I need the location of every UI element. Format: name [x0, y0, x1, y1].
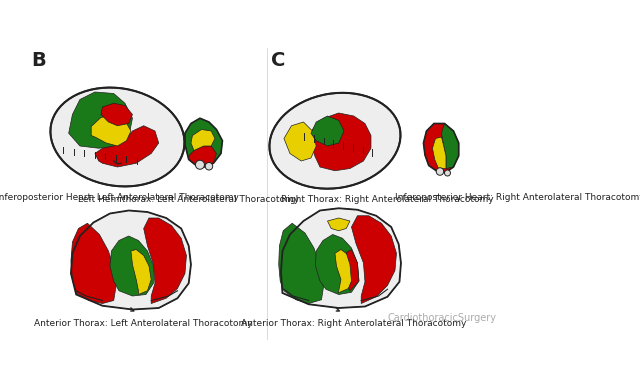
Text: Anterior Thorax: Left Anterolateral Thoracotomy: Anterior Thorax: Left Anterolateral Thor… — [35, 319, 253, 328]
Text: Inferoposterior Heart: Right Anterolateral Thoracotomy: Inferoposterior Heart: Right Anterolater… — [395, 193, 640, 202]
Text: Inferoposterior Heart: Left Anterolateral Thoracotomy: Inferoposterior Heart: Left Anterolatera… — [0, 193, 239, 202]
Circle shape — [436, 168, 444, 175]
Circle shape — [195, 160, 204, 169]
Polygon shape — [71, 223, 116, 303]
Polygon shape — [433, 137, 446, 168]
Text: Left Hemithorax: Left Anterolateral Thoracotomy: Left Hemithorax: Left Anterolateral Thor… — [79, 195, 300, 204]
Polygon shape — [316, 234, 359, 294]
Polygon shape — [131, 249, 151, 294]
Polygon shape — [351, 216, 396, 303]
Polygon shape — [278, 223, 324, 303]
Text: Right Thorax: Right Anterolateral Thoracotomy: Right Thorax: Right Anterolateral Thorac… — [281, 195, 493, 204]
Polygon shape — [101, 103, 132, 126]
Text: C: C — [271, 51, 285, 70]
Polygon shape — [284, 122, 316, 161]
Polygon shape — [189, 146, 216, 167]
Text: Anterior Thorax: Right Anterolateral Thoracotomy: Anterior Thorax: Right Anterolateral Tho… — [241, 319, 467, 328]
Polygon shape — [311, 116, 344, 146]
Polygon shape — [191, 130, 215, 151]
Polygon shape — [91, 114, 131, 146]
Polygon shape — [328, 218, 350, 231]
Polygon shape — [144, 218, 186, 303]
Circle shape — [205, 163, 212, 170]
Ellipse shape — [51, 88, 184, 186]
Text: CardiothoracicSurgery: CardiothoracicSurgery — [387, 313, 497, 323]
Polygon shape — [311, 113, 371, 171]
Polygon shape — [424, 123, 459, 172]
Polygon shape — [110, 236, 154, 296]
Polygon shape — [442, 123, 459, 168]
Text: B: B — [31, 51, 46, 70]
Polygon shape — [346, 249, 359, 291]
Polygon shape — [335, 249, 354, 293]
Polygon shape — [185, 118, 223, 167]
Polygon shape — [95, 126, 159, 167]
Circle shape — [444, 170, 451, 176]
Polygon shape — [281, 208, 401, 308]
Polygon shape — [71, 211, 191, 310]
Ellipse shape — [269, 93, 401, 189]
Polygon shape — [68, 92, 132, 148]
